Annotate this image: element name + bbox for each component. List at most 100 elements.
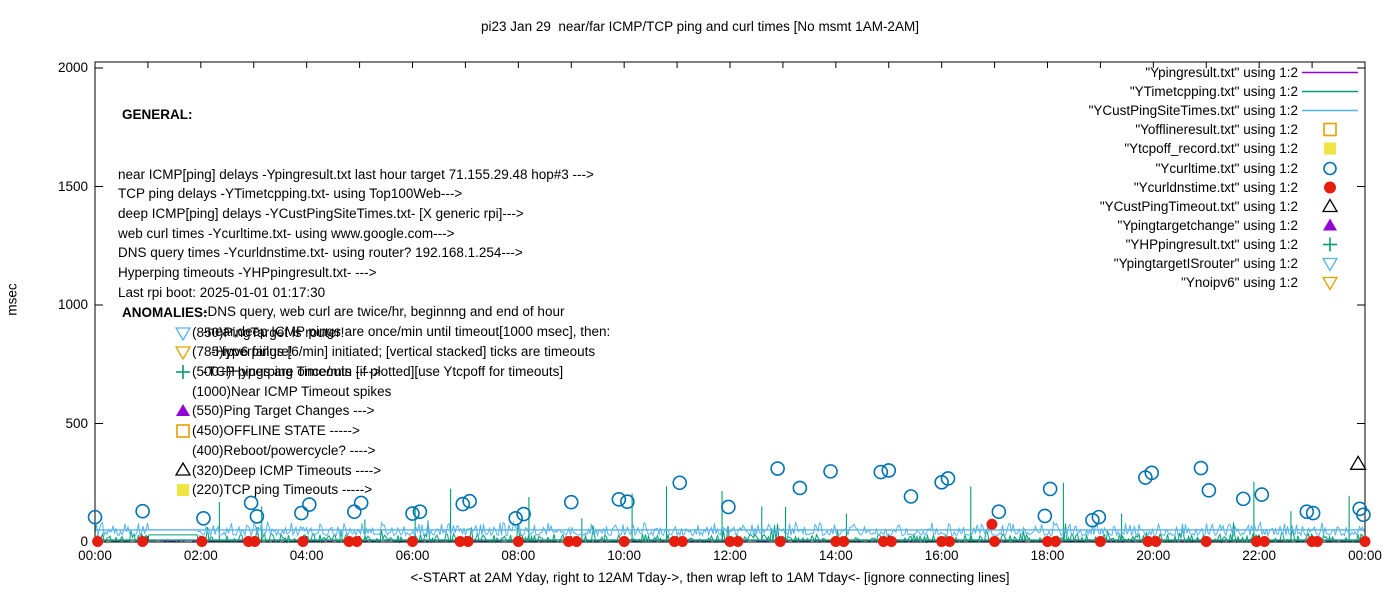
legend-row: "YTimetcpping.txt" using 1:2: [1089, 82, 1362, 101]
x-tick-label: 14:00: [818, 548, 853, 563]
x-tick-label: 12:00: [713, 548, 747, 563]
legend-label: "YTimetcpping.txt" using 1:2: [1129, 84, 1298, 100]
legend-row: "Ycurltime.txt" using 1:2: [1089, 158, 1362, 177]
legend-label: "Ypingtargetchange" using 1:2: [1117, 217, 1298, 233]
general-line: near ICMP[ping] delays -Ypingresult.txt …: [118, 166, 594, 182]
anomaly-row: (850)PingTarget is router!: [122, 323, 391, 343]
x-axis-label: <-START at 2AM Yday, right to 12AM Tday-…: [410, 570, 1010, 585]
legend-row: "YCustPingTimeout.txt" using 1:2: [1089, 197, 1362, 216]
x-tick-label: 06:00: [395, 548, 430, 563]
triangle-open-icon: [1298, 197, 1362, 215]
anomaly-row: (220)TCP ping Timeouts ----->: [122, 480, 391, 500]
x-tick-label: 08:00: [501, 548, 536, 563]
circle-open-icon: [1298, 160, 1362, 177]
square-open-icon: [174, 423, 192, 439]
legend-row: "YCustPingSiteTimes.txt" using 1:2: [1089, 101, 1362, 120]
anomaly-row: (550)Ping Target Changes --->: [122, 401, 391, 421]
anomaly-text: (1000)Near ICMP Timeout spikes: [192, 383, 392, 399]
line-icon: [1298, 83, 1362, 100]
anomaly-row: (450)OFFLINE STATE ----->: [122, 421, 391, 441]
general-line: web curl times -Ycurltime.txt- using www…: [118, 225, 455, 241]
x-tick-label: 22:00: [1242, 548, 1277, 563]
square-filled-icon: [1298, 140, 1362, 157]
legend-label: "YpingtargetISrouter" using 1:2: [1113, 255, 1298, 271]
line-icon: [1298, 102, 1362, 119]
y-tick-label: 500: [65, 415, 88, 431]
anomaly-text: (550)Ping Target Changes --->: [192, 403, 375, 419]
anomaly-row: (500+)Hyperping Timeouts ---->: [122, 362, 391, 382]
legend-row: "Ynoipv6" using 1:2: [1089, 273, 1362, 292]
x-tick-label: 00:00: [1348, 548, 1382, 563]
no-icon: [174, 443, 192, 459]
legend-row: "Yofflineresult.txt" using 1:2: [1089, 120, 1362, 139]
x-tick-label: 02:00: [183, 548, 218, 563]
anomaly-row: (320)Deep ICMP Timeouts ---->: [122, 461, 391, 481]
general-line: -DNS query, web curl are twice/hr, begin…: [203, 304, 565, 320]
legend-label: "Ycurldnstime.txt" using 1:2: [1133, 179, 1298, 195]
anomaly-text: (400)Reboot/powercycle? ---->: [192, 442, 376, 458]
legend-label: "Yofflineresult.txt" using 1:2: [1135, 122, 1298, 138]
anomaly-row: (785)ipv6 failure!: [122, 342, 391, 362]
general-line: Hyperping timeouts -YHPpingresult.txt- -…: [118, 265, 377, 281]
triangle-open-icon: [174, 462, 192, 478]
general-line: Last rpi boot: 2025-01-01 01:17:30: [118, 284, 326, 300]
general-line: -TCP pings are once/min [if plotted][use…: [203, 363, 564, 379]
circle-filled-icon: [1298, 179, 1362, 196]
x-tick-label: 10:00: [607, 548, 642, 563]
legend-label: "YHPpingresult.txt" using 1:2: [1125, 236, 1298, 252]
triangle-filled-icon: [1298, 217, 1362, 234]
anomaly-text: (500+)Hyperping Timeouts ---->: [192, 364, 382, 380]
triangle-down-open-icon: [1298, 274, 1362, 291]
legend-label: "YCustPingTimeout.txt" using 1:2: [1099, 198, 1298, 214]
plus-icon: [1298, 236, 1362, 253]
x-tick-label: 20:00: [1136, 548, 1171, 563]
y-tick-label: 1500: [57, 178, 88, 194]
anomaly-text: (785)ipv6 failure!: [192, 344, 293, 360]
no-icon: [174, 384, 192, 400]
legend-label: "YCustPingSiteTimes.txt" using 1:2: [1088, 103, 1298, 119]
triangle-down-open-icon: [174, 344, 192, 361]
general-line: DNS query times -Ycurldnstime.txt- using…: [118, 245, 523, 261]
anomalies-annotation-block: ANOMALIES: (850)PingTarget is router! (78…: [122, 303, 391, 500]
general-line: -Hyperpings [6/min] initiated; [vertical…: [211, 343, 596, 359]
anomaly-text: (320)Deep ICMP Timeouts ---->: [192, 462, 382, 478]
general-annotation-block: GENERAL: near ICMP[ping] delays -Ypingre…: [118, 66, 610, 381]
plus-icon: [174, 364, 192, 380]
legend-row: "Ypingresult.txt" using 1:2: [1089, 63, 1362, 82]
general-line: TCP ping delays -YTimetcpping.txt- using…: [118, 186, 463, 202]
anomalies-header: ANOMALIES:: [122, 305, 208, 320]
legend-label: "Ytcpoff_record.txt" using 1:2: [1124, 141, 1298, 157]
general-line: -near,deep ICMP pings are once/min until…: [203, 324, 611, 340]
legend-row: "YpingtargetISrouter" using 1:2: [1089, 254, 1362, 273]
y-tick-label: 2000: [57, 60, 88, 75]
x-tick-label: 16:00: [924, 548, 959, 563]
anomaly-text: (220)TCP ping Timeouts ----->: [192, 482, 373, 498]
x-tick-label: 18:00: [1030, 548, 1065, 563]
square-open-icon: [1298, 121, 1362, 138]
legend: "Ypingresult.txt" using 1:2 "YTimetcpping…: [1089, 63, 1362, 292]
triangle-filled-icon: [174, 403, 192, 419]
legend-row: "Ypingtargetchange" using 1:2: [1089, 216, 1362, 235]
general-header: GENERAL:: [122, 107, 193, 123]
y-tick-label: 0: [80, 534, 88, 549]
anomaly-text: (450)OFFLINE STATE ----->: [192, 423, 360, 439]
x-tick-label: 04:00: [289, 548, 324, 563]
legend-row: "YHPpingresult.txt" using 1:2: [1089, 235, 1362, 254]
legend-label: "Ycurltime.txt" using 1:2: [1155, 160, 1298, 176]
legend-row: "Ytcpoff_record.txt" using 1:2: [1089, 139, 1362, 158]
anomaly-row: (1000)Near ICMP Timeout spikes: [122, 382, 391, 402]
legend-label: "Ypingresult.txt" using 1:2: [1145, 65, 1298, 81]
legend-row: "Ycurldnstime.txt" using 1:2: [1089, 178, 1362, 197]
general-line: deep ICMP[ping] delays -YCustPingSiteTim…: [118, 205, 524, 221]
anomaly-text: (850)PingTarget is router!: [192, 324, 345, 340]
anomaly-row: (400)Reboot/powercycle? ---->: [122, 441, 391, 461]
legend-label: "Ynoipv6" using 1:2: [1181, 275, 1298, 291]
triangle-down-open-icon: [174, 325, 192, 341]
square-filled-icon: [174, 482, 192, 498]
chart-title: pi23 Jan 29 near/far ICMP/TCP ping and c…: [481, 19, 919, 34]
line-icon: [1298, 64, 1362, 81]
x-tick-label: 00:00: [78, 548, 112, 563]
